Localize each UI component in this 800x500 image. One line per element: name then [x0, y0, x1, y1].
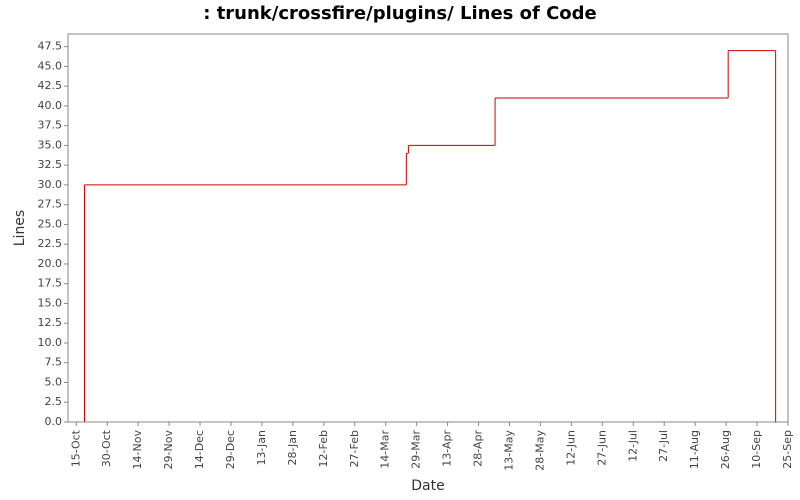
y-tick-label: 5.0: [45, 375, 63, 388]
y-tick-label: 25.0: [38, 217, 63, 230]
x-tick-label: 27-Jun: [595, 430, 608, 466]
x-tick-label: 12-Feb: [317, 430, 330, 467]
x-tick-label: 29-Mar: [410, 430, 423, 469]
plot-area: [67, 33, 789, 423]
x-tick-label: 10-Sep: [750, 430, 763, 469]
x-tick-label: 27-Jul: [657, 430, 670, 462]
x-tick-label: 29-Nov: [162, 430, 175, 470]
x-tick-label: 11-Aug: [688, 430, 701, 469]
x-axis-label: Date: [411, 478, 444, 494]
y-tick-label: 10.0: [38, 336, 63, 349]
y-tick-label: 37.5: [38, 119, 63, 132]
y-tick-label: 47.5: [38, 40, 63, 53]
y-tick-label: 17.5: [38, 277, 63, 290]
x-tick-label: 25-Sep: [781, 430, 794, 469]
x-tick-label: 13-Apr: [441, 430, 454, 467]
y-tick-label: 15.0: [38, 296, 63, 309]
x-tick-label: 30-Oct: [100, 429, 113, 467]
y-axis-label: Lines: [12, 210, 28, 246]
y-tick-label: 22.5: [38, 237, 63, 250]
y-tick-label: 27.5: [38, 198, 63, 211]
y-tick-label: 20.0: [38, 257, 63, 270]
x-tick-label: 13-May: [502, 430, 515, 471]
y-tick-label: 7.5: [45, 356, 63, 369]
y-tick-label: 40.0: [38, 99, 63, 112]
y-tick-label: 0.0: [45, 415, 63, 428]
y-tick-label: 2.5: [45, 395, 63, 408]
x-tick-label: 14-Nov: [131, 430, 144, 470]
x-tick-label: 28-Jan: [286, 430, 299, 466]
x-tick-label: 15-Oct: [69, 429, 82, 467]
y-tick-label: 12.5: [38, 316, 63, 329]
x-tick-label: 28-May: [533, 430, 546, 471]
x-tick-label: 12-Jun: [564, 430, 577, 466]
y-tick-label: 42.5: [38, 79, 63, 92]
y-tick-label: 35.0: [38, 138, 63, 151]
x-tick-label: 14-Mar: [379, 430, 392, 469]
y-tick-label: 30.0: [38, 178, 63, 191]
x-tick-label: 26-Aug: [719, 430, 732, 469]
x-tick-label: 12-Jul: [626, 430, 639, 462]
x-tick-label: 13-Jan: [255, 430, 268, 466]
chart-title: : trunk/crossfire/plugins/ Lines of Code: [203, 3, 597, 24]
x-tick-label: 14-Dec: [193, 430, 206, 469]
x-tick-label: 29-Dec: [224, 430, 237, 469]
x-tick-label: 27-Feb: [348, 430, 361, 467]
y-tick-label: 32.5: [38, 158, 63, 171]
x-tick-label: 28-Apr: [472, 430, 485, 467]
y-tick-label: 45.0: [38, 59, 63, 72]
